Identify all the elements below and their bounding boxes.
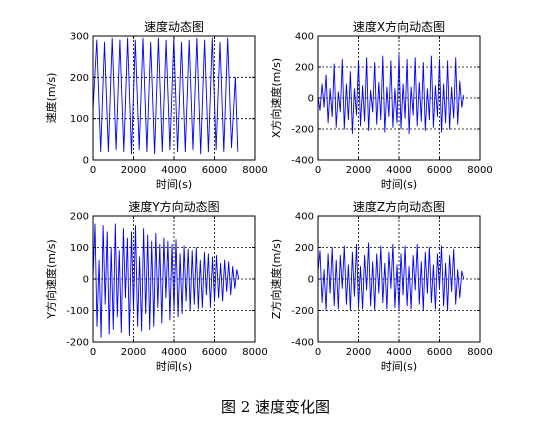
x-tick-label: 2000 bbox=[121, 347, 146, 358]
x-tick-label: 0 bbox=[90, 347, 96, 358]
x-tick-label: 6000 bbox=[202, 347, 227, 358]
series-line-1 bbox=[317, 242, 465, 311]
y-axis-label: 速度(m/s) bbox=[44, 73, 58, 124]
y-axis-label: Y方向速度(m/s) bbox=[44, 239, 58, 319]
y-tick-label: 300 bbox=[70, 32, 89, 43]
y-axis-label: X方向速度(m/s) bbox=[269, 58, 283, 138]
y-tick-label: 200 bbox=[295, 63, 314, 74]
x-tick-label: 4000 bbox=[161, 347, 186, 358]
subplot-4: 0 2000 4000 6000 8000 -400 -200 0 200 400 速度Z方向动态图… bbox=[269, 199, 493, 373]
x-tick-label: 2000 bbox=[346, 347, 371, 358]
y-tick-label: 400 bbox=[295, 32, 314, 43]
x-tick-label: 8000 bbox=[242, 347, 267, 358]
y-tick-label: 0 bbox=[308, 275, 314, 286]
x-tick-label: 6000 bbox=[427, 347, 452, 358]
x-tick-label: 6000 bbox=[427, 165, 452, 176]
figure-caption: 图 2 速度变化图 bbox=[220, 398, 331, 416]
y-tick-label: -200 bbox=[291, 306, 314, 317]
x-tick-label: 8000 bbox=[467, 165, 492, 176]
chart-title: 速度X方向动态图 bbox=[353, 19, 445, 34]
x-tick-label: 4000 bbox=[161, 165, 186, 176]
y-tick-label: 0 bbox=[83, 156, 89, 167]
y-tick-label: -200 bbox=[66, 338, 89, 349]
y-tick-label: -400 bbox=[291, 156, 314, 167]
x-tick-label: 0 bbox=[315, 347, 321, 358]
y-tick-label: 400 bbox=[295, 212, 314, 223]
y-tick-label: 200 bbox=[70, 73, 89, 84]
x-tick-label: 2000 bbox=[121, 165, 146, 176]
subplot-2: 0 2000 4000 6000 8000 -400 -200 0 200 400 速度X方向动态图… bbox=[269, 19, 493, 191]
y-tick-label: 100 bbox=[70, 114, 89, 125]
x-axis-label: 时间(s) bbox=[156, 178, 192, 191]
x-axis-label: 时间(s) bbox=[381, 360, 417, 373]
series-line-1 bbox=[317, 54, 465, 135]
x-tick-label: 8000 bbox=[242, 165, 267, 176]
y-tick-label: -400 bbox=[291, 338, 314, 349]
x-axis-label: 时间(s) bbox=[381, 178, 417, 191]
series-line-1 bbox=[92, 37, 239, 155]
subplot-3: 0 2000 4000 6000 8000 -200 -100 0 100 200 速度Y方向动态图… bbox=[44, 199, 268, 373]
x-tick-label: 0 bbox=[90, 165, 96, 176]
x-tick-label: 4000 bbox=[386, 347, 411, 358]
x-tick-label: 6000 bbox=[202, 165, 227, 176]
x-axis-label: 时间(s) bbox=[156, 360, 192, 373]
y-tick-label: 100 bbox=[70, 243, 89, 254]
y-tick-label: 200 bbox=[70, 212, 89, 223]
y-tick-label: 200 bbox=[295, 243, 314, 254]
y-tick-label: -200 bbox=[291, 125, 314, 136]
x-tick-label: 2000 bbox=[346, 165, 371, 176]
y-tick-label: -100 bbox=[66, 306, 89, 317]
x-tick-label: 4000 bbox=[386, 165, 411, 176]
chart-title: 速度Y方向动态图 bbox=[128, 199, 219, 214]
series-line-1 bbox=[92, 223, 240, 338]
chart-title: 速度动态图 bbox=[144, 19, 204, 34]
x-tick-label: 0 bbox=[315, 165, 321, 176]
x-tick-label: 8000 bbox=[467, 347, 492, 358]
chart-title: 速度Z方向动态图 bbox=[353, 199, 445, 214]
y-tick-label: 0 bbox=[83, 275, 89, 286]
y-axis-label: Z方向速度(m/s) bbox=[269, 239, 283, 319]
y-tick-label: 0 bbox=[308, 94, 314, 105]
